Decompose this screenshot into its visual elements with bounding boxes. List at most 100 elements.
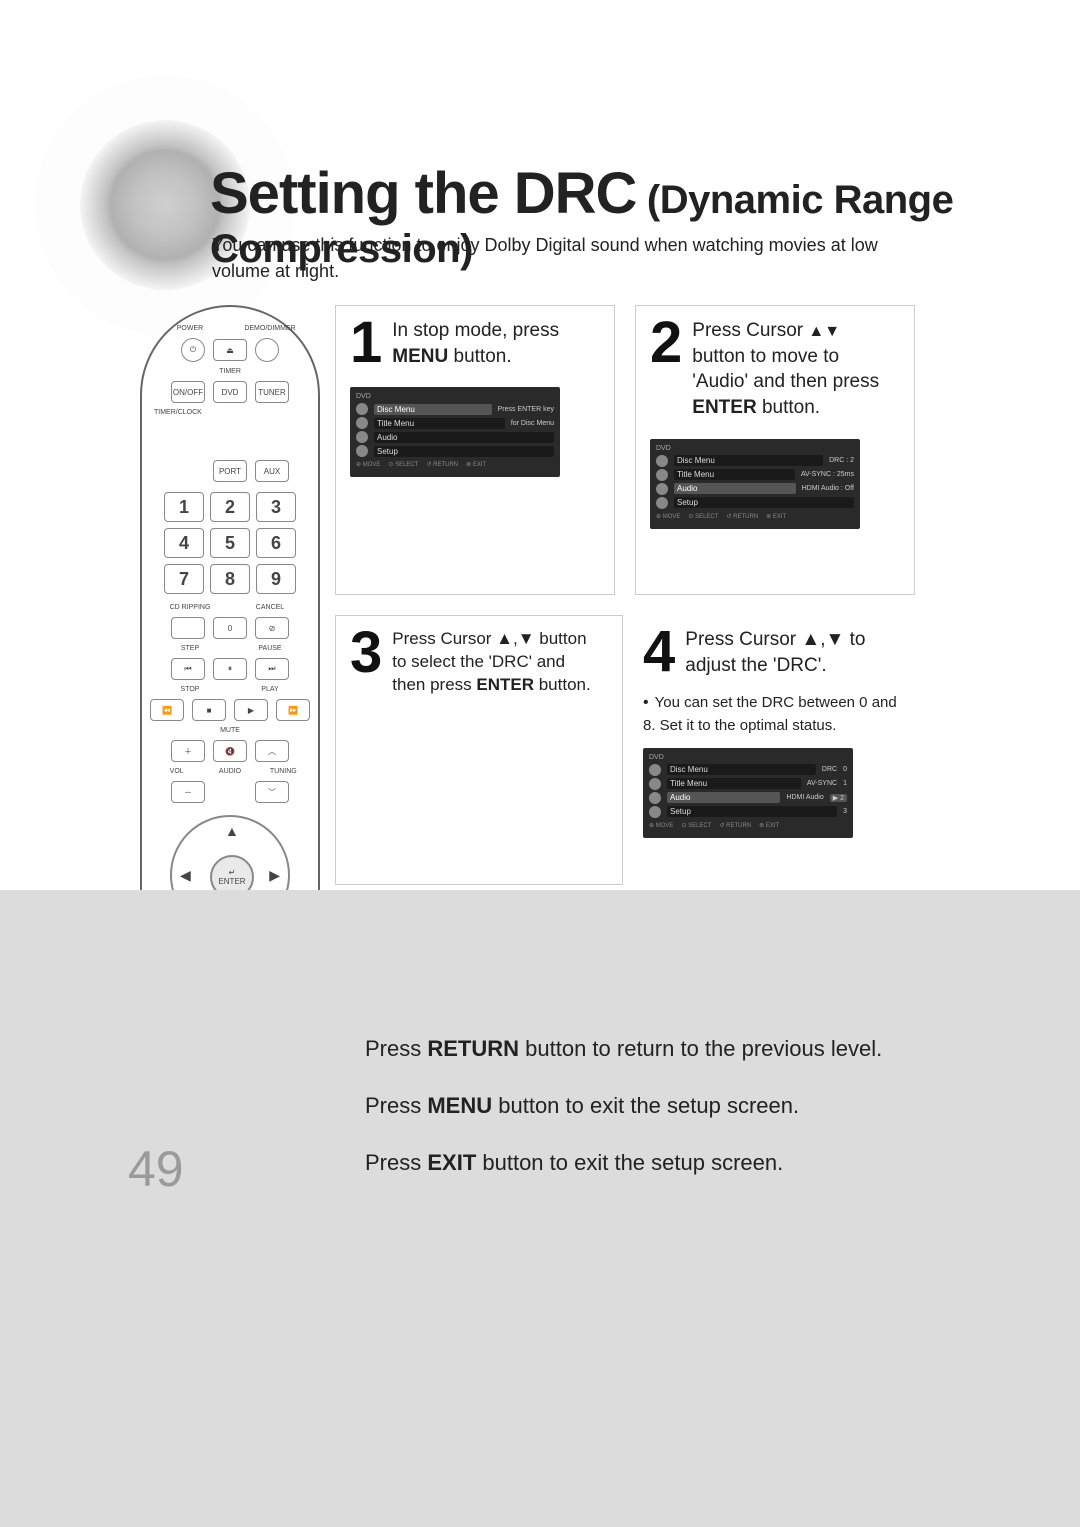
setup-icon (656, 497, 668, 509)
step-1-num: 1 (350, 318, 382, 369)
vol-down-button: － (171, 781, 205, 803)
cursor-updown-icon: ▲▼ (808, 324, 840, 340)
num-9: 9 (256, 564, 296, 594)
osd4-l1: 1 (843, 780, 847, 787)
num-5: 5 (210, 528, 250, 558)
osd4-title: Title Menu (667, 778, 801, 789)
label-step: STEP (154, 645, 226, 652)
next-button: ⏭ (255, 658, 289, 680)
osd4-avsync: AV-SYNC (807, 780, 837, 787)
bottom-line-1: Press RETURN button to return to the pre… (365, 1020, 882, 1077)
audio-icon (656, 483, 668, 495)
step-1: 1 In stop mode, press MENU button. DVD D… (335, 305, 615, 595)
tuning-down-button: ﹀ (255, 781, 289, 803)
label-power: POWER (154, 325, 226, 332)
rew-button: ⏪ (150, 699, 184, 721)
step-3-after: button. (534, 675, 591, 694)
osd-topbar: DVD (356, 393, 371, 400)
step-1-bold: MENU (392, 346, 448, 367)
setup-icon (356, 445, 368, 457)
cursor-right-icon: ▶ (269, 867, 280, 884)
step-3-text: Press Cursor ▲,▼ button to select the 'D… (392, 628, 590, 697)
b1-b: RETURN (427, 1036, 519, 1061)
step-3-line2: to select the 'DRC' and (392, 652, 565, 671)
num-0: 0 (213, 617, 247, 639)
intro-text: You can use this function to enjoy Dolby… (212, 232, 912, 284)
osd4-f3: ⊗ EXIT (759, 822, 779, 829)
eject-button: ⏏ (213, 339, 247, 361)
b2-post: button to exit the setup screen. (492, 1093, 799, 1118)
label-cdripping: CD RIPPING (154, 604, 226, 611)
osd2-audio: Audio (674, 483, 796, 494)
osd-step-4: DVD Disc Menu DRC 0 Title Menu AV-SYNC 1… (643, 748, 853, 838)
dvd-button: DVD (213, 381, 247, 403)
steps-area: 1 In stop mode, press MENU button. DVD D… (335, 305, 915, 885)
setup-icon (649, 806, 661, 818)
label-play: PLAY (234, 686, 306, 693)
title-icon (656, 469, 668, 481)
osd-item-setup: Setup (374, 446, 554, 457)
step-2-num: 2 (650, 318, 682, 421)
osd2-avsync-val: : 25ms (833, 471, 854, 478)
osd-item-title: Title Menu (374, 418, 505, 429)
step-3: 3 Press Cursor ▲,▼ button to select the … (335, 615, 623, 885)
osd4-f2: ↺ RETURN (719, 822, 751, 829)
num-4: 4 (164, 528, 204, 558)
manual-page: Setting the DRC (Dynamic Range Compressi… (0, 0, 1080, 1527)
label-tuning: TUNING (261, 768, 306, 775)
num-1: 1 (164, 492, 204, 522)
num-7: 7 (164, 564, 204, 594)
step-4: 4 Press Cursor ▲,▼ to adjust the 'DRC'. … (643, 615, 915, 885)
step-2-pre: Press Cursor (692, 320, 808, 341)
osd2-avsync: AV-SYNC (801, 471, 831, 478)
osd-footer-exit: ⊗ EXIT (466, 461, 486, 468)
prev-button: ⏮ (171, 658, 205, 680)
osd2-f3: ⊗ EXIT (766, 513, 786, 520)
play-button: ▶ (234, 699, 268, 721)
step-2-after: button. (757, 397, 820, 418)
vol-up-button: ＋ (171, 740, 205, 762)
step-3-line1: Press Cursor ▲,▼ button (392, 629, 586, 648)
label-audio: AUDIO (207, 768, 252, 775)
osd4-setup: Setup (667, 806, 837, 817)
osd2-drc: DRC (829, 457, 844, 464)
label-enter: ENTER (218, 877, 245, 886)
osd4-l0: 0 (843, 766, 847, 773)
osd2-topbar: DVD (656, 445, 671, 452)
osd4-l3: 3 (843, 808, 847, 815)
osd2-f0: ⊕ MOVE (656, 513, 680, 520)
step-4-line2: adjust the 'DRC'. (685, 655, 826, 676)
step-1-line1: In stop mode, press (392, 320, 559, 341)
label-timerclock: TIMER/CLOCK (154, 409, 306, 454)
num-6: 6 (256, 528, 296, 558)
port-button: PORT (213, 460, 247, 482)
title-main: Setting the DRC (210, 161, 636, 226)
disc-icon (656, 455, 668, 467)
label-mute: MUTE (154, 727, 306, 734)
osd4-drc: DRC (822, 766, 837, 773)
osd-footer-return: ↺ RETURN (426, 461, 458, 468)
b3-post: button to exit the setup screen. (476, 1150, 783, 1175)
b1-post: button to return to the previous level. (519, 1036, 882, 1061)
osd4-l2: ▶ 2 (830, 794, 847, 802)
osd-step-1: DVD Disc MenuPress ENTER key Title Menuf… (350, 387, 560, 477)
b1-pre: Press (365, 1036, 427, 1061)
osd-step-2: DVD Disc Menu DRC : 2 Title Menu AV-SYNC… (650, 439, 860, 529)
title-icon (356, 417, 368, 429)
osd2-f1: ⊙ SELECT (688, 513, 718, 520)
osd4-f1: ⊙ SELECT (681, 822, 711, 829)
label-pause: PAUSE (234, 645, 306, 652)
tuning-up-button: ︿ (255, 740, 289, 762)
osd-item-audio: Audio (374, 432, 554, 443)
disc-icon (649, 764, 661, 776)
step-3-line3-pre: then press (392, 675, 476, 694)
step-1-after: button. (448, 346, 511, 367)
osd4-disc: Disc Menu (667, 764, 816, 775)
osd2-title: Title Menu (674, 469, 795, 480)
osd4-audio: Audio (667, 792, 780, 803)
step-3-num: 3 (350, 628, 382, 697)
step-4-num: 4 (643, 627, 675, 678)
b3-pre: Press (365, 1150, 427, 1175)
num-2: 2 (210, 492, 250, 522)
osd2-hdmi-val: : Off (841, 485, 854, 492)
